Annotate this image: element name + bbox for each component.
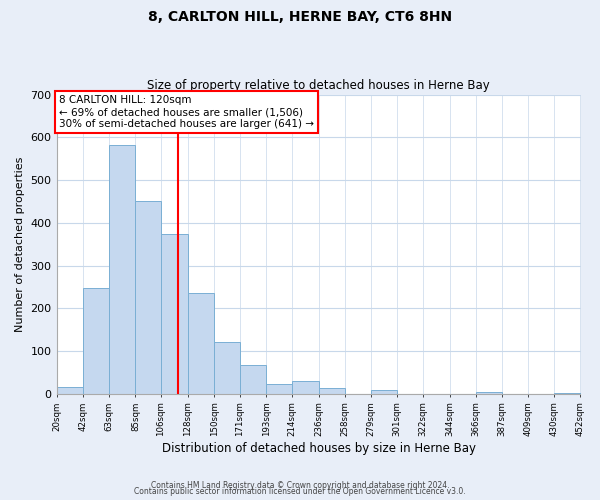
Bar [83, 288, 109, 394]
Bar [214, 342, 239, 394]
Title: Size of property relative to detached houses in Herne Bay: Size of property relative to detached ho… [147, 79, 490, 92]
Text: Contains HM Land Registry data © Crown copyright and database right 2024.: Contains HM Land Registry data © Crown c… [151, 481, 449, 490]
Bar [56, 386, 83, 394]
Bar [554, 392, 581, 394]
Bar [371, 390, 397, 394]
Bar [109, 144, 136, 394]
Text: 8, CARLTON HILL, HERNE BAY, CT6 8HN: 8, CARLTON HILL, HERNE BAY, CT6 8HN [148, 10, 452, 24]
Y-axis label: Number of detached properties: Number of detached properties [15, 156, 25, 332]
Bar [266, 384, 292, 394]
Bar [188, 294, 214, 394]
Bar [161, 234, 188, 394]
Bar [319, 388, 345, 394]
Bar [476, 392, 502, 394]
X-axis label: Distribution of detached houses by size in Herne Bay: Distribution of detached houses by size … [161, 442, 476, 455]
Bar [136, 202, 161, 394]
Bar [292, 380, 319, 394]
Text: Contains public sector information licensed under the Open Government Licence v3: Contains public sector information licen… [134, 488, 466, 496]
Bar [239, 365, 266, 394]
Text: 8 CARLTON HILL: 120sqm
← 69% of detached houses are smaller (1,506)
30% of semi-: 8 CARLTON HILL: 120sqm ← 69% of detached… [59, 96, 314, 128]
